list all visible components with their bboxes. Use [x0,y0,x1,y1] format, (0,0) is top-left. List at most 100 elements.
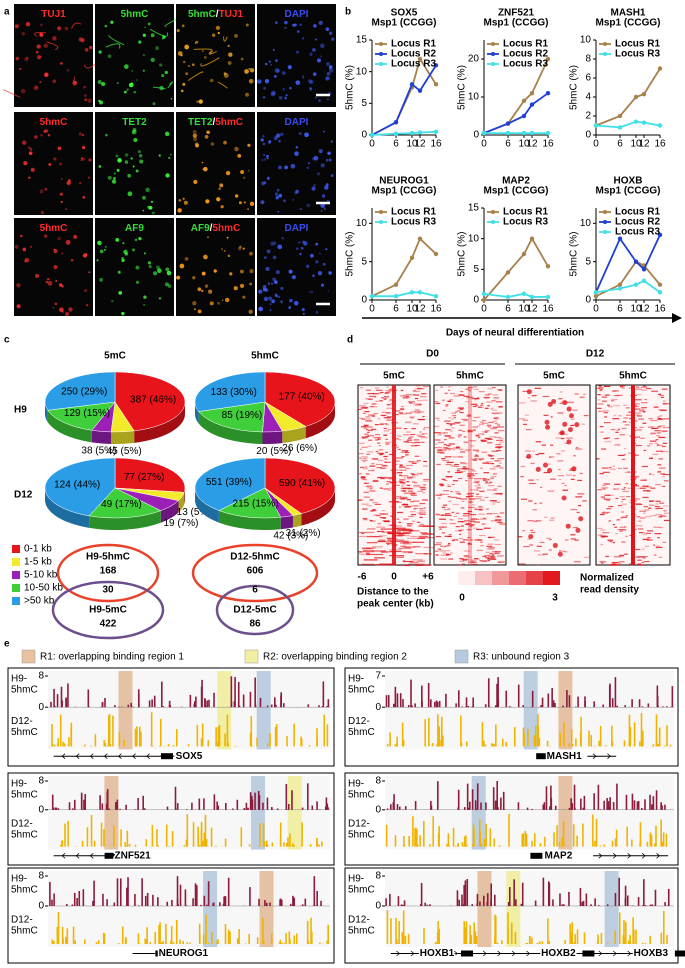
cell [83,94,87,98]
heatmap-speck [434,544,442,546]
heatmap-speck [484,407,489,409]
heatmap-speck [647,530,654,532]
signal-bar [505,741,508,747]
cell [34,135,38,139]
signal-bar [224,896,227,906]
heatmap-speck [405,412,412,414]
gene-exon [530,852,543,859]
heatmap-speck [399,408,405,410]
heatmap-speck [469,514,477,516]
cell [233,286,238,291]
signal-bar [87,689,90,708]
signal-bar [437,921,439,944]
track-label: 5hmC [348,885,375,896]
signal-bar [301,904,304,906]
x-tick-label: 16 [430,139,442,150]
heatmap-speck [414,507,419,509]
heatmap-speck [363,427,367,429]
signal-bar [646,841,649,847]
heatmap-speck [614,437,620,440]
heatmap-speck [559,478,562,481]
heatmap-speck [448,500,452,502]
cell [65,208,67,210]
signal-bar [651,904,654,906]
legend-marker [379,62,383,66]
cell [47,134,51,137]
heatmap-speck [499,523,506,525]
heatmap-speck [454,530,459,532]
heatmap-speck [388,400,396,402]
signal-bar [437,714,439,747]
signal-bar [640,713,643,747]
heatmap-speck [419,523,425,526]
heatmap-speck [633,426,638,429]
cell [269,309,272,312]
cell [150,33,155,38]
heatmap-speck [522,423,527,425]
signal-bar [467,807,470,810]
heatmap-speck [658,418,661,420]
heatmap-speck [439,483,444,485]
signal-bar [571,922,574,944]
heatmap-speck [461,563,466,565]
cell [276,188,280,192]
heatmap-speck [496,439,503,442]
heatmap-speck [447,483,450,486]
heatmap-speck [483,527,491,529]
pie-slice [264,371,336,427]
heatmap-speck [359,473,362,475]
cell [288,269,293,274]
data-point [545,264,551,269]
heatmap-speck [437,419,440,421]
signal-bar [245,809,248,810]
heatmap-speck [638,564,644,566]
data-point [529,91,535,96]
signal-bar [73,892,76,906]
signal-bar [655,714,658,747]
heatmap-speck [447,476,453,478]
cell [262,284,267,289]
heatmap-speck [403,441,408,443]
cell [204,134,209,139]
gene-exon [104,852,117,859]
heatmap-speck [362,519,369,521]
cell [322,262,326,266]
heatmap-speck [484,430,490,432]
heatmap-speck [384,520,390,523]
heatmap-speck [459,394,464,396]
heatmap-speck [375,434,381,436]
heatmap-speck [386,481,391,483]
chart-title: ZNF521 [498,8,535,19]
cell [179,263,185,269]
heatmap-speck [420,437,428,439]
heatmap-speck [467,429,472,432]
heatmap-speck [494,539,500,541]
signal-bar [599,809,602,810]
cell [43,43,49,49]
signal-bar [593,793,595,810]
signal-bar [57,808,60,810]
pie-side [218,510,281,530]
gene-arrow [607,753,611,759]
heatmap-speck [575,447,579,449]
heatmap-speck [558,550,562,552]
signal-bar [491,743,493,747]
heatmap-speck [560,450,565,452]
signal-bar [51,939,54,944]
heatmap-speck [478,390,485,393]
cell [313,184,316,187]
signal-bar [671,686,674,708]
heatmap-speck [366,453,370,455]
signal-bar [534,900,537,906]
heatmap-speck [641,389,647,391]
signal-bar [605,745,607,747]
heatmap-speck [633,471,637,473]
data-point [617,236,623,241]
cell [312,156,316,161]
heatmap-speck [560,437,565,440]
heatmap-speck [403,434,410,436]
x-tick-label: 0 [369,139,375,150]
heatmap-speck [440,485,444,487]
heatmap-speck [411,476,416,478]
stain-label-part: 5hmC [188,9,216,20]
